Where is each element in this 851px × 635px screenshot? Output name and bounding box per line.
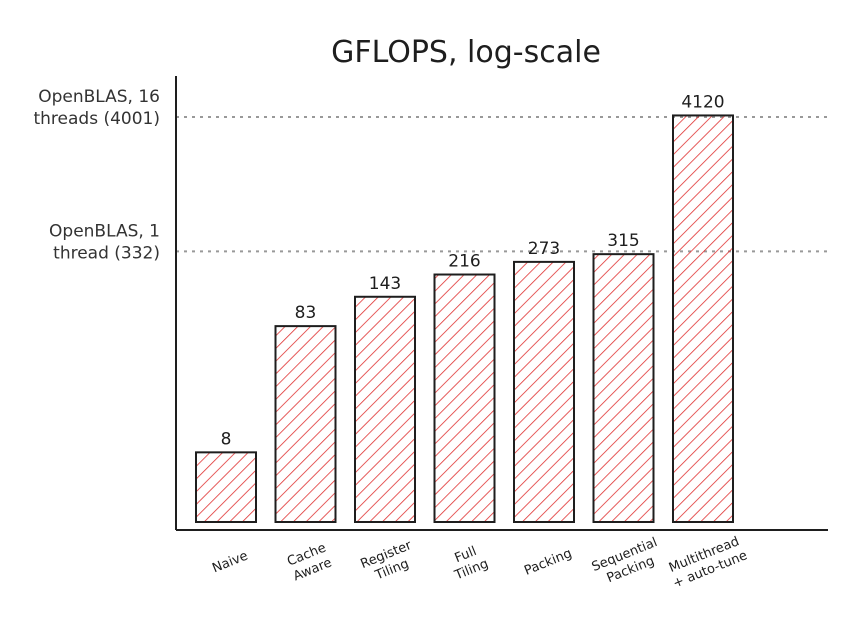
- chart-title: GFLOPS, log-scale: [331, 35, 601, 70]
- reference-line-label: thread (332): [53, 243, 160, 263]
- bar-sequential-packing: [592, 253, 655, 523]
- bar-value-label: 4120: [681, 92, 724, 112]
- bars: 8 83 143 216 273 315 4120: [195, 92, 734, 524]
- bar-value-label: 143: [369, 274, 401, 294]
- bar-naive: [195, 451, 257, 524]
- bar-packing: [513, 260, 575, 523]
- x-tick-label: Naive: [210, 549, 250, 577]
- axes: [175, 76, 828, 531]
- bar-cache-aware: [274, 325, 337, 523]
- x-tick-label-line: Packing: [522, 546, 574, 579]
- bar-value-label: 83: [295, 303, 317, 323]
- bar-full-tiling: [433, 273, 496, 523]
- bar-value-label: 216: [448, 252, 480, 272]
- reference-line-label: OpenBLAS, 16: [38, 87, 160, 107]
- reference-line-label: OpenBLAS, 1: [49, 221, 160, 241]
- reference-line-label: threads (4001): [33, 109, 160, 129]
- x-tick-label-line: Naive: [210, 549, 250, 577]
- x-tick-label: Packing: [522, 546, 574, 579]
- bar-multithread-auto-tune: [672, 114, 734, 523]
- bar-value-label: 315: [607, 231, 639, 251]
- bar-register-tiling: [354, 295, 416, 523]
- bar-value-label: 8: [221, 429, 232, 449]
- bar-value-label: 273: [528, 239, 560, 259]
- x-tick-label: Multithread+ auto-tune: [667, 534, 750, 591]
